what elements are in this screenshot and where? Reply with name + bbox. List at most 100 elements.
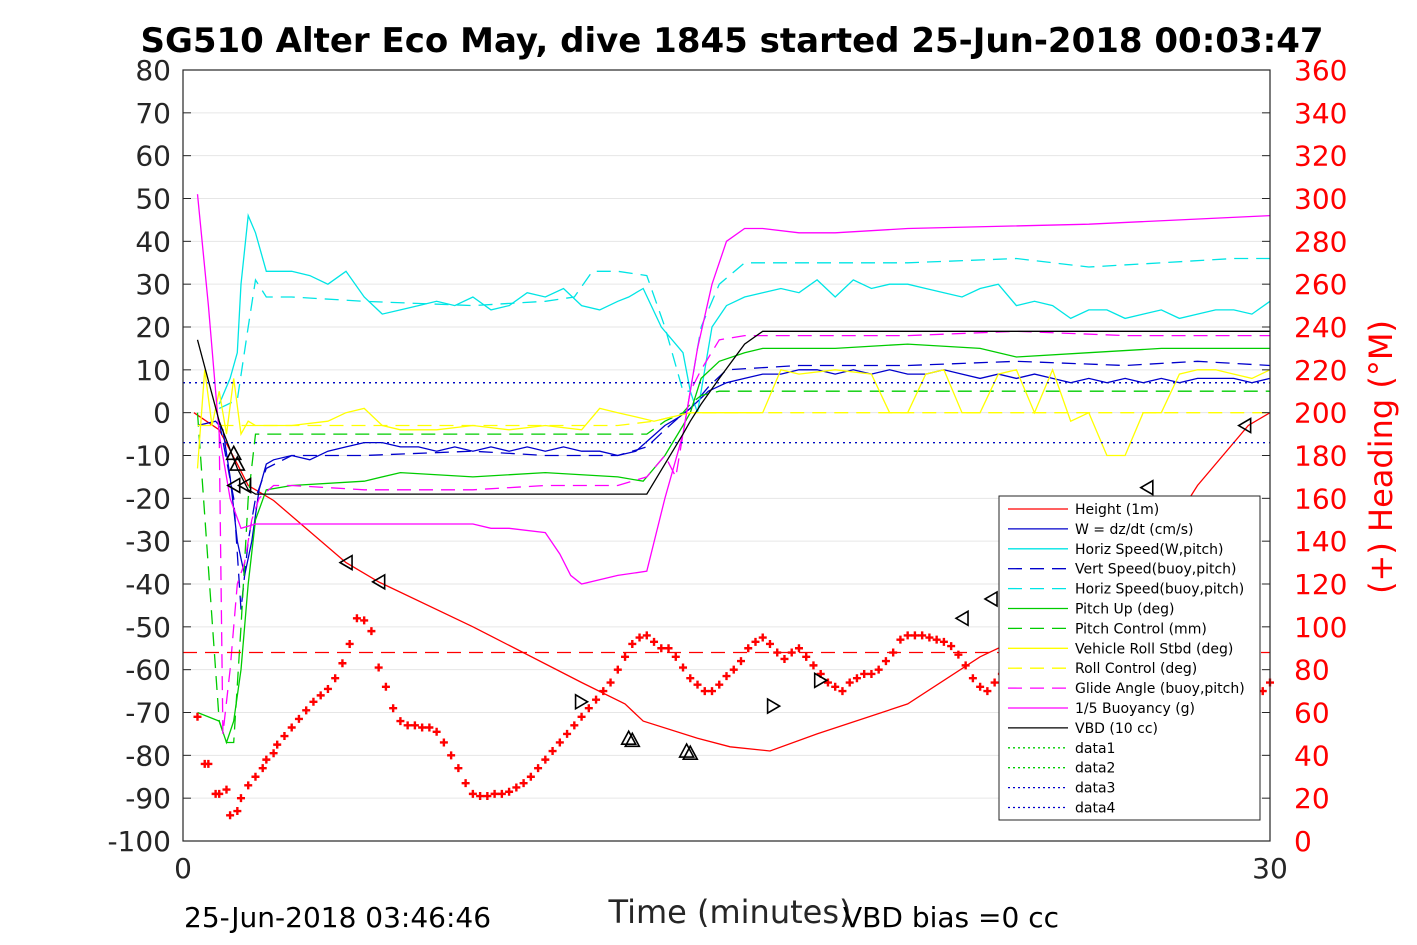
heading-point: [483, 792, 492, 801]
heading-point: [939, 637, 948, 646]
left-tick-label: -100: [107, 825, 171, 858]
triangle-left-marker: [1139, 479, 1154, 497]
heading-point: [621, 652, 630, 661]
heading-point: [447, 751, 456, 760]
heading-point: [396, 717, 405, 726]
heading-point: [258, 764, 267, 773]
legend-label: data1: [1075, 741, 1115, 757]
left-tick-label: 20: [135, 311, 171, 344]
series-line-11: [196, 330, 1270, 495]
heading-point: [269, 749, 278, 758]
heading-point: [468, 789, 477, 798]
heading-point: [352, 614, 361, 623]
heading-point: [584, 704, 593, 713]
heading-point: [787, 648, 796, 657]
heading-point: [679, 663, 688, 672]
right-tick-label: 100: [1294, 611, 1347, 644]
left-tick-label: -80: [125, 739, 171, 772]
right-tick-label: 200: [1294, 397, 1347, 430]
heading-point: [671, 652, 680, 661]
heading-point: [577, 712, 586, 721]
heading-point: [287, 723, 296, 732]
left-tick-label: -10: [125, 440, 171, 473]
right-tick-label: 0: [1294, 825, 1312, 858]
heading-point: [367, 627, 376, 636]
heading-point: [722, 672, 731, 681]
x-tick-label: 0: [174, 852, 192, 885]
triangle-left-marker: [237, 477, 252, 494]
heading-point: [592, 695, 601, 704]
legend-label: Horiz Speed(buoy,pitch): [1075, 582, 1244, 598]
heading-point: [968, 674, 977, 683]
heading-point: [845, 678, 854, 687]
heading-point: [526, 772, 535, 781]
heading-point: [262, 755, 271, 764]
triangle-right-marker: [813, 671, 829, 689]
heading-point: [910, 631, 919, 640]
right-tick-label: 140: [1294, 525, 1347, 558]
triangle-left-marker: [1237, 417, 1252, 434]
footer-vbd-bias: VBD bias =0 cc: [843, 901, 1059, 934]
left-tick-label: -90: [125, 782, 171, 815]
heading-point: [418, 723, 427, 732]
series-line-7: [196, 367, 1271, 469]
triangle-left-marker: [371, 573, 386, 591]
right-tick-label: 320: [1294, 140, 1347, 173]
left-axis-ticks: 80 70 60 50 40 30 20 10 0 -10 -20 -30 -40 -50 -60 -70 -8…: [107, 54, 191, 858]
heading-point: [439, 738, 448, 747]
heading-point: [215, 789, 224, 798]
heading-point: [331, 674, 340, 683]
triangle-up-marker: [620, 729, 638, 746]
triangle-left-marker: [338, 554, 353, 571]
right-axis-label: (+) Heading (°M): [1362, 320, 1400, 594]
x-axis-label: Time (minutes): [608, 893, 852, 931]
footer-timestamp: 25-Jun-2018 03:46:46: [184, 901, 491, 934]
heading-point: [809, 661, 818, 670]
right-tick-label: 60: [1294, 697, 1330, 730]
heading-point: [867, 669, 876, 678]
x-tick-label: 30: [1252, 852, 1288, 885]
heading-point: [664, 644, 673, 653]
legend: Height (1m) W = dz/dt (cm/s) Horiz Speed(W…: [998, 495, 1261, 821]
heading-point: [954, 650, 963, 659]
triangle-left-marker: [983, 590, 998, 608]
right-tick-label: 280: [1294, 225, 1347, 258]
right-tick-label: 260: [1294, 268, 1347, 301]
heading-point: [838, 687, 847, 696]
heading-point: [345, 639, 354, 648]
heading-point: [505, 787, 514, 796]
heading-point: [635, 633, 644, 642]
series-line-4: [218, 257, 1270, 409]
heading-point: [476, 792, 485, 801]
series-line-8: [197, 412, 1270, 427]
heading-point: [736, 657, 745, 666]
heading-point: [236, 794, 245, 803]
heading-point: [555, 738, 564, 747]
series-line-3: [218, 360, 1271, 610]
series-line-9: [218, 330, 1270, 734]
heading-point: [657, 644, 666, 653]
heading-point: [251, 772, 260, 781]
triangle-up-marker: [229, 455, 246, 471]
series-line-6: [196, 390, 1270, 744]
right-tick-label: 120: [1294, 568, 1347, 601]
heading-point: [309, 697, 318, 706]
left-tick-label: 70: [135, 97, 171, 130]
heading-point: [874, 665, 883, 674]
heading-point: [280, 732, 289, 741]
left-tick-label: 50: [135, 183, 171, 216]
right-axis-ticks: 3603403203002802602402202001801601401201…: [1262, 54, 1347, 858]
triangle-left-marker: [954, 609, 969, 627]
triangle-right-marker: [574, 693, 590, 711]
heading-point: [497, 789, 506, 798]
heading-point: [700, 687, 709, 696]
heading-point: [381, 682, 390, 691]
heading-point: [925, 633, 934, 642]
left-tick-label: -20: [125, 482, 171, 515]
legend-label: Vehicle Roll Stbd (deg): [1075, 641, 1233, 657]
heading-point: [889, 648, 898, 657]
heading-point: [204, 759, 213, 768]
legend-label: Roll Control (deg): [1075, 661, 1197, 677]
heading-point: [686, 674, 695, 683]
right-tick-label: 160: [1294, 482, 1347, 515]
